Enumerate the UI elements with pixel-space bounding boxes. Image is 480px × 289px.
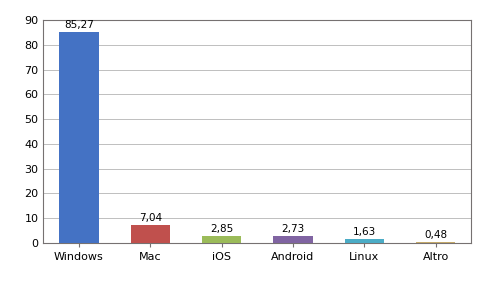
Bar xyxy=(59,32,98,243)
Bar xyxy=(202,236,241,243)
Text: 0,48: 0,48 xyxy=(423,229,446,240)
Text: 1,63: 1,63 xyxy=(352,227,375,237)
Bar xyxy=(273,236,312,243)
Text: 2,85: 2,85 xyxy=(210,224,233,234)
Text: 2,73: 2,73 xyxy=(281,224,304,234)
Bar xyxy=(415,242,455,243)
Bar xyxy=(131,225,169,243)
Text: 7,04: 7,04 xyxy=(138,213,162,223)
Bar xyxy=(344,239,383,243)
Text: 85,27: 85,27 xyxy=(64,20,94,30)
